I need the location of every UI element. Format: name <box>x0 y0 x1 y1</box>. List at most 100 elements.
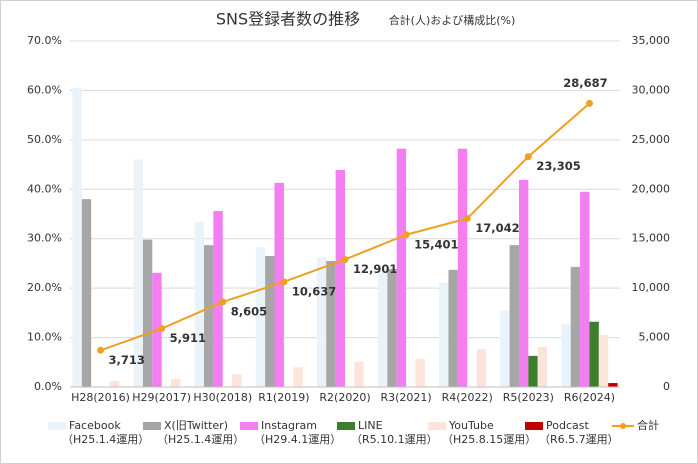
y2-tick-label: 20,000 <box>632 182 671 195</box>
legend-note: （R6.5.7運用） <box>539 433 619 446</box>
bar <box>396 148 407 387</box>
x-tick-label: H28(2016) <box>71 391 130 404</box>
bar <box>528 355 538 387</box>
bar <box>509 245 519 387</box>
x-tick-label: R5(2023) <box>503 391 554 404</box>
bar <box>580 191 590 387</box>
legend-label: Podcast <box>546 419 589 432</box>
line-marker <box>97 346 105 354</box>
y2-tick-label: 5,000 <box>639 331 671 344</box>
y2-tick-label: 0 <box>663 380 670 393</box>
bar <box>255 247 266 387</box>
bar <box>204 245 214 387</box>
bar <box>265 256 275 387</box>
y2-tick-label: 35,000 <box>632 34 671 47</box>
bar <box>274 182 284 387</box>
legend-label: YouTube <box>448 419 494 432</box>
data-label: 28,687 <box>563 76 607 90</box>
data-label: 8,605 <box>231 304 267 318</box>
line-marker <box>219 298 227 306</box>
data-label: 5,911 <box>170 331 206 345</box>
y-tick-label: 40.0% <box>27 182 62 195</box>
x-tick-label: H29(2017) <box>132 391 191 404</box>
legend-label: LINE <box>358 419 383 432</box>
legend-swatch <box>143 422 161 430</box>
data-label: 10,637 <box>292 284 336 298</box>
chart-title: SNS登録者数の推移 <box>216 10 360 29</box>
x-tick-label: R6(2024) <box>564 391 615 404</box>
data-label: 23,305 <box>536 159 580 173</box>
legend-note: （H25.1.4運用） <box>157 433 244 446</box>
legend-label: Instagram <box>261 419 317 432</box>
bar <box>81 199 92 387</box>
y-tick-label: 20.0% <box>27 281 62 294</box>
bar <box>171 379 181 387</box>
bar <box>142 239 153 387</box>
legend-note: （H29.4.1運用） <box>254 433 341 446</box>
legend-marker <box>620 423 626 429</box>
y-tick-label: 30.0% <box>27 232 62 245</box>
bar <box>500 310 510 387</box>
bar <box>537 346 548 387</box>
bar <box>518 179 529 387</box>
legend-note: （H25.1.4運用） <box>62 433 149 446</box>
y-tick-label: 70.0% <box>27 34 62 47</box>
chart-subtitle: 合計(人)および構成比(%) <box>389 13 516 27</box>
bar <box>133 159 143 387</box>
y-tick-label: 50.0% <box>27 133 62 146</box>
bar <box>232 374 242 387</box>
bar <box>476 348 486 387</box>
bar <box>354 361 364 387</box>
legend-note: （H25.8.15運用） <box>442 433 536 446</box>
line-marker <box>280 278 288 286</box>
data-label: 3,713 <box>109 353 145 367</box>
bar <box>608 383 618 387</box>
y2-tick-label: 15,000 <box>632 232 671 245</box>
bar <box>326 260 336 387</box>
bar <box>598 335 609 387</box>
legend-note: （R5.10.1運用） <box>351 433 438 446</box>
bar <box>109 381 120 387</box>
bar <box>415 358 425 387</box>
x-tick-label: R4(2022) <box>442 391 493 404</box>
bar <box>561 323 571 387</box>
legend-swatch <box>525 422 543 430</box>
legend-label: Facebook <box>69 419 121 432</box>
x-tick-label: R1(2019) <box>258 391 309 404</box>
y-tick-label: 0.0% <box>34 380 62 393</box>
bar <box>570 266 581 387</box>
legend-swatch <box>48 422 66 430</box>
legend-swatch <box>428 422 446 430</box>
line-marker <box>341 255 349 263</box>
y-tick-label: 10.0% <box>27 331 62 344</box>
bar <box>439 282 449 387</box>
y2-tick-label: 30,000 <box>632 83 671 96</box>
legend-swatch <box>240 422 258 430</box>
x-tick-label: R3(2021) <box>381 391 432 404</box>
bar <box>316 257 327 387</box>
legend-swatch <box>337 422 355 430</box>
y-tick-label: 60.0% <box>27 83 62 96</box>
bar <box>448 269 458 387</box>
line-marker <box>585 99 593 107</box>
x-tick-label: R2(2020) <box>319 391 370 404</box>
y2-tick-label: 10,000 <box>632 281 671 294</box>
data-label: 12,901 <box>353 262 397 276</box>
bar <box>293 367 303 387</box>
line-marker <box>402 231 410 239</box>
data-label: 17,042 <box>475 221 519 235</box>
bar <box>194 221 205 387</box>
legend-label: 合計 <box>637 418 659 432</box>
data-label: 15,401 <box>414 237 458 251</box>
bar <box>335 170 345 387</box>
bar <box>457 148 468 387</box>
bar <box>589 321 599 387</box>
bar <box>387 268 397 387</box>
y2-tick-label: 25,000 <box>632 133 671 146</box>
bar <box>72 87 82 387</box>
x-tick-label: H30(2018) <box>193 391 252 404</box>
bar <box>213 211 223 387</box>
line-marker <box>463 215 471 223</box>
bar <box>378 269 388 387</box>
